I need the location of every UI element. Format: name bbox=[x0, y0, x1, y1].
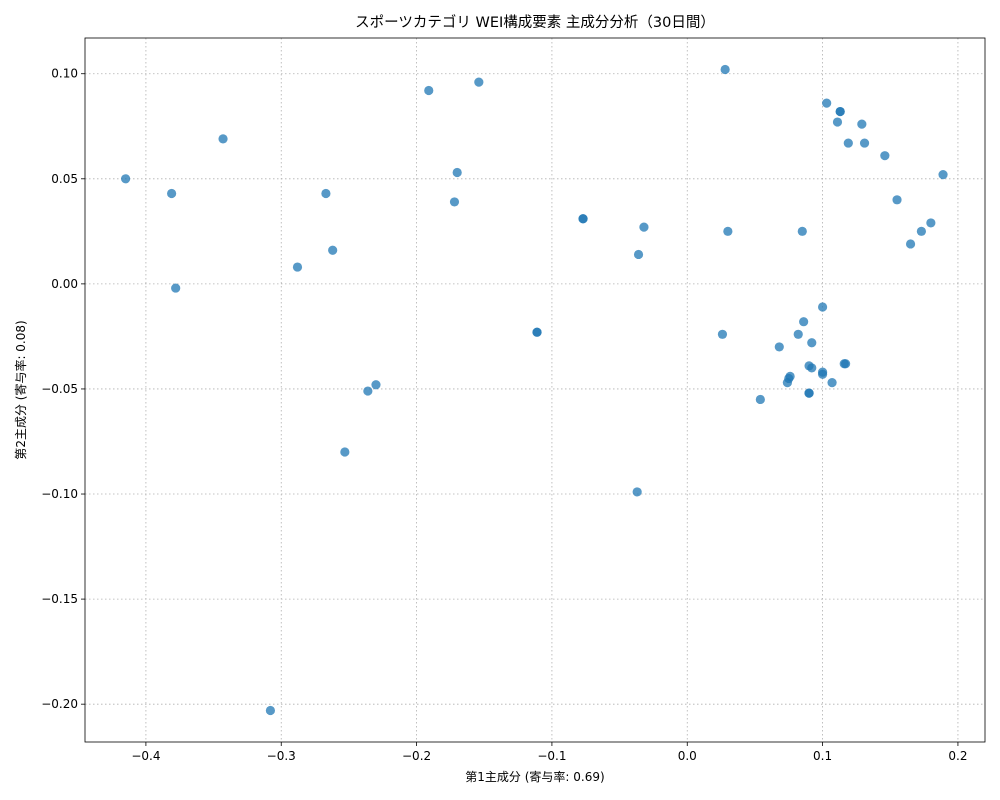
data-point bbox=[797, 226, 807, 236]
data-point bbox=[799, 317, 809, 327]
grid-lines bbox=[85, 38, 985, 742]
data-point bbox=[363, 386, 373, 396]
data-point bbox=[328, 245, 338, 255]
data-point bbox=[804, 388, 814, 398]
data-point bbox=[755, 394, 765, 405]
x-tick-label: −0.3 bbox=[267, 749, 296, 763]
data-point bbox=[171, 283, 181, 293]
data-point bbox=[843, 138, 853, 148]
data-point bbox=[321, 188, 331, 199]
data-point bbox=[817, 302, 828, 312]
data-point bbox=[835, 106, 845, 117]
data-point bbox=[639, 222, 649, 232]
data-point bbox=[892, 195, 902, 205]
data-point bbox=[785, 371, 795, 381]
data-point bbox=[857, 119, 867, 129]
data-point bbox=[723, 226, 733, 236]
x-tick-label: −0.1 bbox=[537, 749, 566, 763]
y-tick-label: −0.10 bbox=[41, 487, 78, 501]
data-point bbox=[717, 329, 728, 339]
x-tick-label: 0.2 bbox=[948, 749, 967, 763]
data-point bbox=[822, 98, 832, 108]
x-axis-ticks: −0.4 −0.3 −0.2 −0.1 0.0 0.1 0.2 bbox=[131, 742, 967, 763]
data-point bbox=[793, 329, 803, 339]
data-point bbox=[424, 85, 434, 96]
y-tick-label: −0.20 bbox=[41, 697, 78, 711]
data-point bbox=[167, 188, 177, 199]
data-point bbox=[817, 369, 828, 379]
x-tick-label: 0.1 bbox=[813, 749, 832, 763]
data-point bbox=[880, 151, 890, 161]
data-point bbox=[938, 169, 948, 180]
data-point bbox=[774, 342, 784, 352]
data-point bbox=[832, 117, 843, 127]
chart-title: スポーツカテゴリ WEI構成要素 主成分分析（30日間） bbox=[355, 13, 715, 31]
data-point bbox=[265, 705, 276, 716]
data-point bbox=[452, 167, 462, 178]
plot-area-frame bbox=[84, 37, 986, 743]
data-point bbox=[578, 214, 588, 224]
x-tick-label: 0.0 bbox=[678, 749, 697, 763]
data-point bbox=[532, 327, 542, 337]
data-point bbox=[449, 197, 460, 207]
data-point bbox=[720, 64, 730, 75]
data-point bbox=[633, 249, 644, 260]
data-point bbox=[916, 226, 926, 236]
x-axis-label: 第1主成分 (寄与率: 0.69) bbox=[465, 769, 604, 784]
data-point bbox=[807, 338, 817, 348]
x-tick-label: −0.4 bbox=[131, 749, 160, 763]
data-point bbox=[632, 487, 642, 497]
data-point bbox=[859, 138, 870, 148]
data-points bbox=[121, 64, 948, 716]
y-tick-label: −0.05 bbox=[41, 382, 78, 396]
data-point bbox=[905, 239, 916, 249]
data-point bbox=[474, 77, 484, 87]
data-point bbox=[218, 134, 228, 144]
data-point bbox=[340, 447, 350, 457]
data-point bbox=[292, 262, 303, 272]
y-tick-label: 0.05 bbox=[51, 172, 78, 186]
y-tick-label: 0.00 bbox=[51, 277, 78, 291]
y-axis-label: 第2主成分 (寄与率: 0.08) bbox=[13, 320, 28, 459]
data-point bbox=[807, 363, 817, 373]
data-point bbox=[926, 218, 936, 228]
data-point bbox=[841, 359, 851, 369]
data-point bbox=[371, 380, 381, 390]
y-tick-label: −0.15 bbox=[41, 592, 78, 606]
data-point bbox=[121, 174, 131, 184]
x-tick-label: −0.2 bbox=[402, 749, 431, 763]
y-axis-ticks: 0.10 0.05 0.00 −0.05 −0.10 −0.15 −0.20 bbox=[41, 67, 85, 711]
data-point bbox=[827, 378, 837, 388]
y-tick-label: 0.10 bbox=[51, 67, 78, 81]
